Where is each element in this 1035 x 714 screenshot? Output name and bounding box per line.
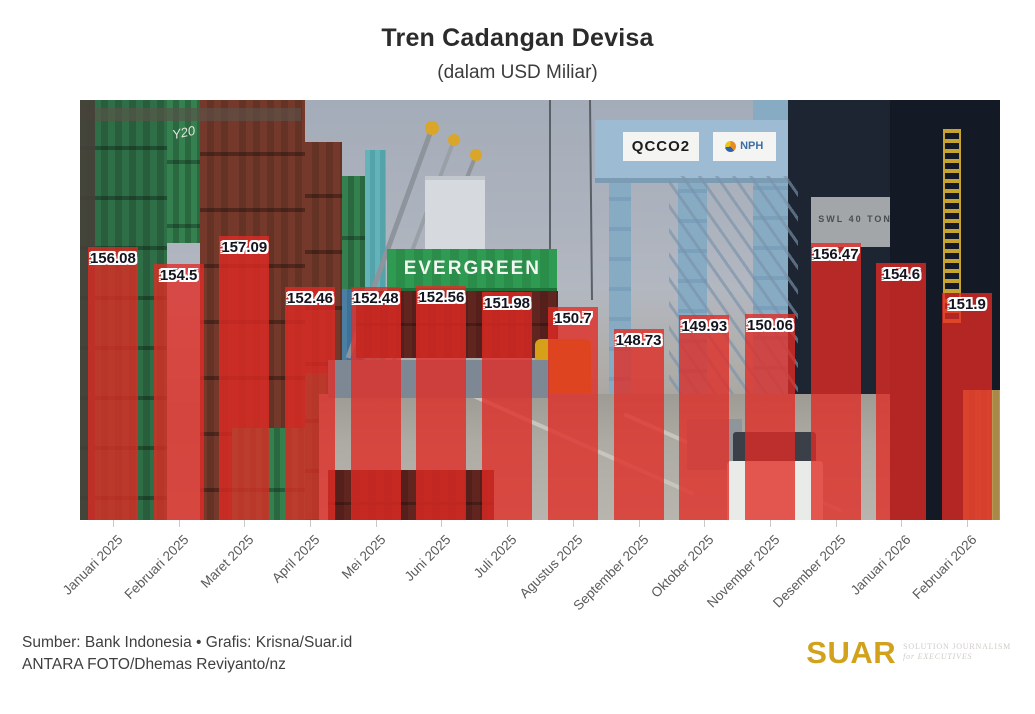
bar-value-label: 151.9 bbox=[948, 296, 986, 313]
bar-Januari 2026: 154.6 bbox=[876, 263, 927, 520]
bar-value-label: 150.7 bbox=[554, 310, 592, 327]
x-axis: Januari 2025 Februari 2025 Maret 2025 April… bbox=[60, 520, 1000, 630]
bar-Oktober 2025: 149.93 bbox=[679, 315, 730, 520]
bar-Februari 2026: 151.9 bbox=[942, 293, 993, 520]
bar-value-label: 152.56 bbox=[418, 289, 465, 306]
bar-value-label: 154.5 bbox=[159, 267, 198, 284]
axis-tick bbox=[507, 520, 509, 527]
bar-Februari 2025: 154.5 bbox=[153, 264, 204, 520]
bar-value-label: 156.08 bbox=[89, 250, 136, 267]
ship-bridge bbox=[425, 175, 485, 252]
bar-Januari 2025: 156.08 bbox=[87, 247, 138, 520]
bar-value-label: 148.73 bbox=[615, 332, 662, 349]
axis-tick bbox=[310, 520, 311, 527]
suar-tagline: SOLUTION JOURNALISM for EXECUTIVES bbox=[903, 642, 1011, 662]
bar-Agustus 2025: 150.7 bbox=[547, 307, 598, 520]
bar-value-label: 156.47 bbox=[812, 246, 859, 263]
axis-tick bbox=[901, 520, 903, 527]
bar-Juli 2025: 151.98 bbox=[482, 292, 533, 520]
bar-chart: Y20 bbox=[60, 100, 1000, 630]
axis-tick bbox=[375, 520, 377, 527]
nph-label: NPH bbox=[740, 140, 764, 153]
x-axis-label: Februari 2026 bbox=[909, 532, 980, 603]
bar-value-label: 154.6 bbox=[882, 266, 921, 283]
chart-header: Tren Cadangan Devisa (dalam USD Miliar) bbox=[0, 24, 1035, 84]
bar-Desember 2025: 156.47 bbox=[810, 243, 861, 520]
axis-tick bbox=[178, 520, 180, 527]
nph-logo-icon bbox=[725, 140, 737, 152]
tagline-line2: for EXECUTIVES bbox=[903, 652, 973, 661]
yellow-ladder bbox=[942, 129, 962, 323]
bar-November 2025: 150.06 bbox=[745, 314, 795, 520]
chart-title: Tren Cadangan Devisa bbox=[381, 24, 654, 52]
bar-value-label: 150.06 bbox=[747, 317, 793, 334]
credits: Sumber: Bank Indonesia • Grafis: Krisna/… bbox=[22, 632, 352, 675]
source-line: Sumber: Bank Indonesia • Grafis: Krisna/… bbox=[22, 634, 353, 651]
evergreen-container: EVERGREEN bbox=[387, 249, 558, 292]
axis-tick bbox=[770, 520, 771, 527]
bar-September 2025: 148.73 bbox=[613, 329, 664, 520]
plot-area: Y20 bbox=[80, 100, 1000, 520]
axis-tick bbox=[638, 520, 640, 527]
nph-sign: NPH bbox=[712, 131, 776, 161]
chart-subtitle: (dalam USD Miliar) bbox=[437, 62, 598, 83]
axis-tick bbox=[244, 520, 246, 527]
bar-Maret 2025: 157.09 bbox=[219, 236, 270, 520]
bar-Mei 2025: 152.48 bbox=[350, 287, 401, 520]
photo-credit-line: ANTARA FOTO/Dhemas Reviyanto/nz bbox=[22, 655, 286, 673]
container-green-mid bbox=[342, 175, 366, 289]
axis-tick bbox=[967, 520, 969, 527]
bar-value-label: 157.09 bbox=[221, 239, 268, 256]
axis-tick bbox=[572, 520, 574, 527]
suar-brand: SUAR SOLUTION JOURNALISM for EXECUTIVES bbox=[806, 637, 1011, 668]
bar-value-label: 152.48 bbox=[352, 290, 399, 307]
qcco2-sign: QCCO2 bbox=[622, 131, 700, 161]
bar-value-label: 151.98 bbox=[484, 295, 531, 312]
suar-logo: SUAR bbox=[806, 635, 897, 670]
bars-layer: 156.08 154.5 157.09 152.46 152.48 152.56 151.9… bbox=[80, 100, 1000, 520]
bar-value-label: 152.46 bbox=[287, 290, 333, 307]
axis-tick bbox=[704, 520, 706, 527]
evergreen-label: EVERGREEN bbox=[403, 257, 542, 279]
axis-tick bbox=[835, 520, 837, 527]
bar-value-label: 149.93 bbox=[681, 318, 728, 335]
swl-block: SWL 40 TON bbox=[811, 196, 899, 247]
bar-Juni 2025: 152.56 bbox=[416, 286, 467, 520]
axis-tick bbox=[112, 520, 114, 527]
blurred-rail bbox=[80, 108, 301, 121]
tagline-line1: SOLUTION JOURNALISM bbox=[903, 642, 1011, 651]
swl-label: SWL 40 TON bbox=[818, 213, 892, 224]
bar-April 2025: 152.46 bbox=[285, 287, 335, 520]
axis-tick bbox=[441, 520, 443, 527]
